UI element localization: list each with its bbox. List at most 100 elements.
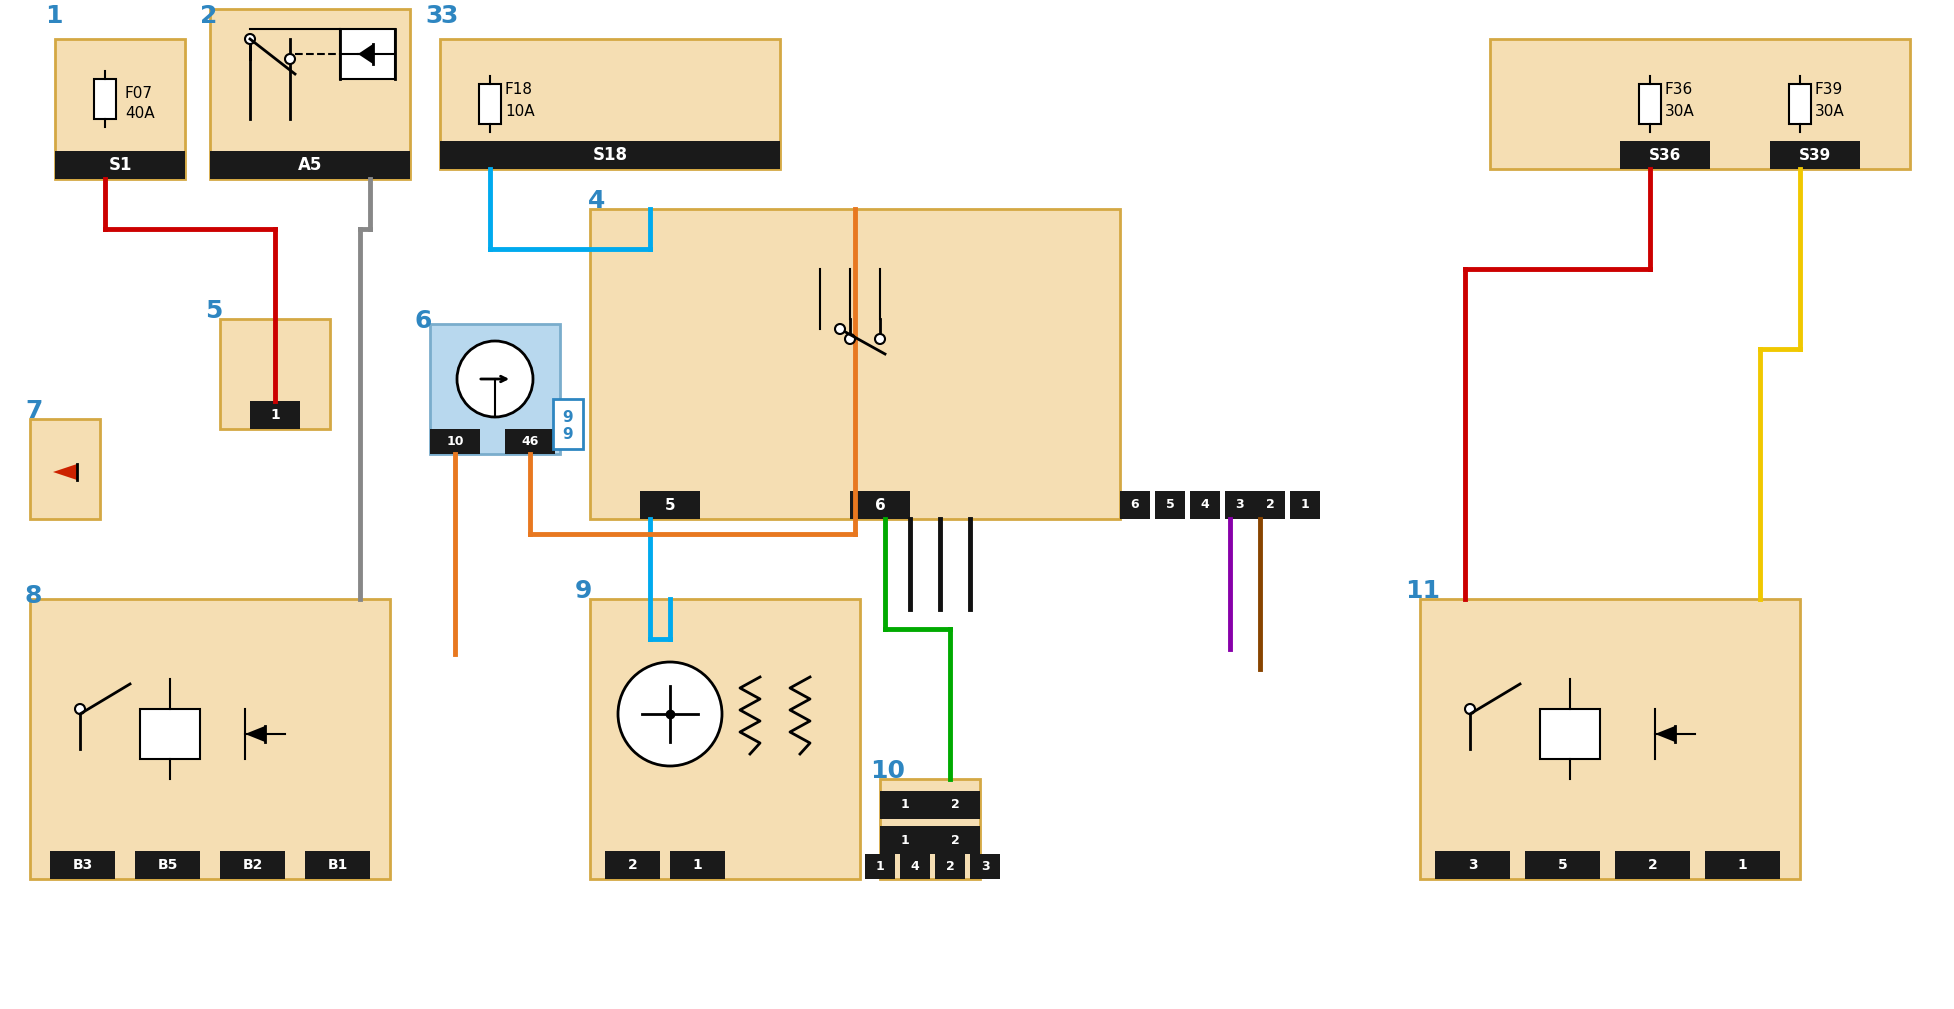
Text: F07: F07: [125, 87, 152, 102]
Text: B5: B5: [158, 858, 178, 872]
Bar: [1225, 491, 1254, 519]
Text: 2: 2: [1266, 498, 1274, 512]
Circle shape: [1466, 704, 1475, 714]
Text: 9: 9: [559, 405, 571, 423]
Bar: [1770, 141, 1860, 169]
Bar: [209, 151, 410, 179]
Text: B3: B3: [72, 858, 92, 872]
Text: 5: 5: [205, 299, 223, 323]
Text: 1: 1: [901, 798, 909, 811]
Text: 11: 11: [1405, 579, 1440, 603]
Bar: [479, 84, 500, 124]
Polygon shape: [358, 44, 373, 64]
Text: 3: 3: [426, 4, 442, 28]
Text: 9: 9: [574, 579, 592, 603]
Bar: [641, 491, 700, 519]
Bar: [969, 854, 1000, 879]
Text: B1: B1: [328, 858, 348, 872]
Text: 30A: 30A: [1665, 104, 1694, 118]
FancyBboxPatch shape: [55, 39, 186, 179]
Bar: [1524, 851, 1600, 879]
FancyBboxPatch shape: [590, 209, 1120, 519]
Text: S1: S1: [107, 156, 131, 174]
Text: 46: 46: [522, 435, 539, 448]
FancyBboxPatch shape: [590, 599, 860, 879]
Text: F36: F36: [1665, 82, 1694, 97]
Bar: [1155, 491, 1184, 519]
Polygon shape: [53, 464, 76, 480]
Polygon shape: [1655, 726, 1675, 742]
FancyBboxPatch shape: [430, 324, 561, 454]
Text: 30A: 30A: [1815, 104, 1845, 118]
Text: 6: 6: [414, 309, 432, 333]
Bar: [1540, 709, 1600, 759]
Bar: [504, 429, 555, 454]
Bar: [850, 491, 911, 519]
Text: 10: 10: [870, 759, 905, 783]
Text: 1: 1: [901, 833, 909, 847]
Bar: [1290, 491, 1321, 519]
Text: 1: 1: [1737, 858, 1747, 872]
FancyBboxPatch shape: [221, 319, 330, 429]
Text: 40A: 40A: [125, 107, 154, 121]
Bar: [930, 791, 981, 819]
Bar: [55, 151, 186, 179]
Circle shape: [457, 341, 533, 417]
Text: F39: F39: [1815, 82, 1843, 97]
Polygon shape: [244, 726, 266, 742]
Bar: [135, 851, 199, 879]
Circle shape: [285, 54, 295, 64]
Text: 7: 7: [25, 399, 43, 423]
Bar: [901, 854, 930, 879]
Text: 5: 5: [1557, 858, 1567, 872]
Text: 4: 4: [911, 860, 920, 873]
Bar: [1790, 84, 1811, 124]
Bar: [430, 429, 481, 454]
Text: 2: 2: [946, 860, 954, 873]
Bar: [1190, 491, 1219, 519]
Bar: [1616, 851, 1690, 879]
Bar: [930, 826, 981, 854]
FancyBboxPatch shape: [1421, 599, 1800, 879]
Text: 10: 10: [446, 435, 463, 448]
Bar: [94, 79, 115, 119]
FancyBboxPatch shape: [1491, 39, 1909, 169]
Text: 3: 3: [1235, 498, 1245, 512]
Text: S39: S39: [1800, 147, 1831, 162]
Text: 2: 2: [1647, 858, 1657, 872]
Circle shape: [617, 662, 721, 766]
Text: 1: 1: [1301, 498, 1309, 512]
Text: 2: 2: [627, 858, 637, 872]
Bar: [141, 709, 199, 759]
Bar: [879, 791, 930, 819]
Bar: [340, 29, 395, 79]
Text: 1: 1: [875, 860, 885, 873]
Circle shape: [844, 334, 856, 344]
Text: 10A: 10A: [504, 104, 535, 118]
Text: 3: 3: [1467, 858, 1477, 872]
Text: 2: 2: [952, 833, 959, 847]
Text: 1: 1: [692, 858, 701, 872]
Bar: [51, 851, 115, 879]
Bar: [866, 854, 895, 879]
Text: B2: B2: [242, 858, 262, 872]
Bar: [250, 401, 301, 429]
Bar: [1120, 491, 1151, 519]
Text: 8: 8: [25, 584, 43, 608]
FancyBboxPatch shape: [879, 779, 981, 879]
FancyBboxPatch shape: [29, 599, 391, 879]
Circle shape: [834, 324, 844, 334]
Circle shape: [875, 334, 885, 344]
Text: 6: 6: [875, 497, 885, 513]
Bar: [553, 399, 582, 449]
Text: 5: 5: [664, 497, 676, 513]
FancyBboxPatch shape: [29, 419, 100, 519]
Bar: [879, 826, 930, 854]
Text: 5: 5: [1167, 498, 1174, 512]
Bar: [221, 851, 285, 879]
Text: 2: 2: [952, 798, 959, 811]
Bar: [1620, 141, 1710, 169]
Text: 9: 9: [559, 425, 571, 443]
Bar: [606, 851, 660, 879]
Text: 4: 4: [1200, 498, 1210, 512]
